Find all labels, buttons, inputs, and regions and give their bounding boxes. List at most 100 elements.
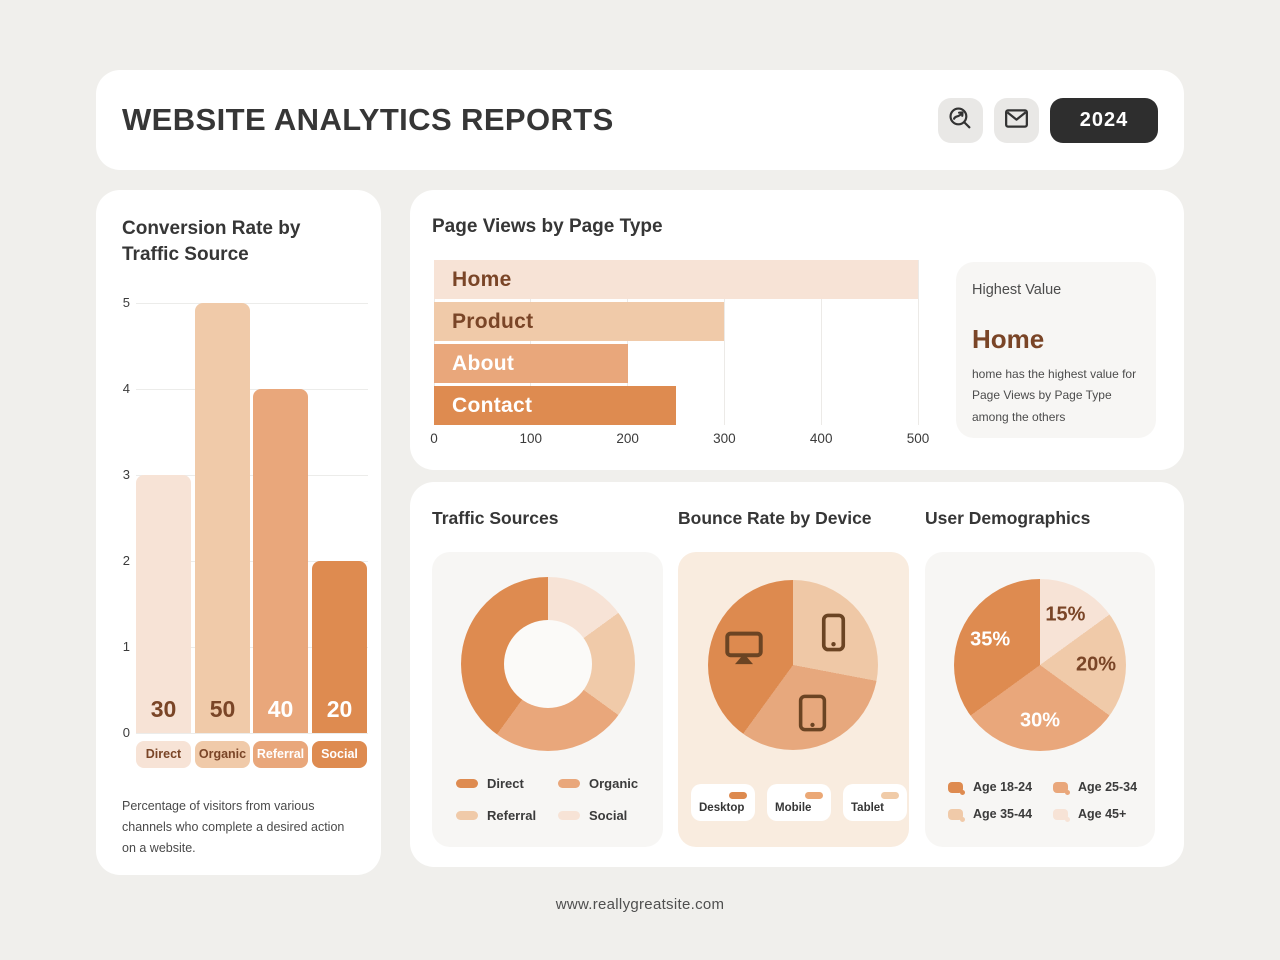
conversion-bar-chart: 0 1 2 3 4 5 30 50 40 20 — [123, 295, 368, 740]
pageviews-bar-label: Product — [452, 309, 534, 333]
legend-swatch-dot — [1065, 789, 1070, 795]
legend-item-age-45: Age 45+ — [1053, 807, 1144, 822]
legend-swatch-desktop — [729, 792, 747, 799]
legend-item-age-25-34: Age 25-34 — [1053, 780, 1144, 795]
category-pill-referral: Referral — [253, 741, 308, 768]
y-gridline — [136, 302, 368, 304]
legend-label: Age 18-24 — [973, 780, 1033, 794]
bounce-rate-card: Desktop Mobile Tablet — [678, 552, 909, 847]
y-gridline — [136, 646, 368, 648]
pie-percent-label-age-25-34: 30% — [1019, 709, 1061, 732]
legend-swatch-age-18-24 — [948, 781, 965, 795]
tablet-icon — [791, 694, 833, 737]
x-axis-label: 0 — [430, 431, 438, 446]
x-gridline — [433, 260, 435, 425]
legend-label: Referral — [487, 808, 537, 823]
trend-search-button[interactable] — [938, 97, 983, 143]
conversion-panel: Conversion Rate by Traffic Source 0 1 2 3 4 5… — [96, 190, 381, 875]
bounce-rate-pie — [708, 580, 878, 750]
bar-value-label: 40 — [267, 696, 294, 722]
x-gridline — [627, 260, 629, 425]
legend-swatch-age-35-44 — [948, 808, 965, 822]
legend-swatch-social — [558, 811, 580, 820]
website-url: www.reallygreatsite.com — [555, 896, 725, 913]
x-axis-label: 400 — [809, 431, 833, 446]
y-gridline — [136, 388, 368, 390]
bar-value-label: 20 — [326, 696, 353, 722]
conversion-bar-social: 20 — [312, 561, 367, 733]
x-gridline — [917, 260, 919, 425]
demographics-title: User Demographics — [925, 508, 1091, 528]
conversion-bar-referral: 40 — [253, 389, 308, 733]
legend-item-referral: Referral — [456, 808, 558, 823]
device-legend-card-desktop: Desktop — [691, 784, 755, 821]
demographics-card: 15% 20% 30% 35% Age 18-24 Age 25-34 Age 35-44 A… — [925, 552, 1155, 847]
legend-label: Desktop — [699, 802, 745, 814]
bar-value-label: 30 — [150, 696, 177, 722]
mail-button[interactable] — [994, 97, 1039, 143]
y-axis-label: 4 — [122, 381, 130, 396]
category-pill-direct: Direct — [136, 741, 191, 768]
legend-item-organic: Organic — [558, 776, 646, 791]
x-gridline — [723, 260, 725, 425]
legend-label: Tablet — [851, 802, 885, 814]
y-axis-label: 2 — [122, 553, 130, 568]
demographics-legend: Age 18-24 Age 25-34 Age 35-44 Age 45+ — [948, 780, 1144, 822]
traffic-sources-legend: Direct Organic Referral Social — [456, 776, 646, 823]
legend-label: Age 25-34 — [1078, 780, 1138, 794]
legend-item-age-18-24: Age 18-24 — [948, 780, 1053, 795]
legend-swatch-direct — [456, 779, 478, 788]
bounce-rate-title: Bounce Rate by Device — [678, 508, 872, 528]
pageviews-bar-chart: 0 100 200 300 400 500 Home Product About Contact — [430, 260, 929, 446]
year-badge[interactable]: 2024 — [1050, 97, 1158, 143]
y-axis-label: 1 — [122, 639, 130, 654]
demographics-pie: 15% 20% 30% 35% — [954, 579, 1126, 751]
legend-swatch-mobile — [805, 792, 823, 799]
pageviews-bar-label: About — [452, 351, 515, 375]
x-axis-label: 100 — [519, 431, 543, 446]
legend-label: Mobile — [775, 802, 812, 814]
pageviews-bar-label: Home — [452, 267, 512, 291]
pageviews-panel: Page Views by Page Type 0 100 200 300 400 500… — [410, 190, 1184, 470]
traffic-sources-donut — [461, 577, 635, 751]
category-pill-organic: Organic — [195, 741, 250, 768]
legend-item-age-35-44: Age 35-44 — [948, 807, 1053, 822]
pageviews-bar-contact: Contact — [434, 386, 676, 425]
legend-swatch-dot — [960, 789, 965, 795]
desktop-icon — [723, 630, 765, 671]
device-legend-card-tablet: Tablet — [843, 784, 907, 821]
legend-item-direct: Direct — [456, 776, 558, 791]
trend-search-icon — [947, 105, 974, 135]
legend-label: Age 35-44 — [973, 807, 1033, 821]
conversion-category-pills: Direct Organic Referral Social — [136, 741, 368, 768]
traffic-sources-card: Direct Organic Referral Social — [432, 552, 663, 847]
legend-label: Direct — [487, 776, 524, 791]
legend-label: Organic — [589, 776, 639, 791]
pageviews-bar-home: Home — [434, 260, 918, 299]
x-gridline — [530, 260, 532, 425]
smartphone-icon — [812, 613, 854, 657]
highest-value-card: Highest Value Home home has the highest … — [956, 262, 1156, 438]
device-legend-card-mobile: Mobile — [767, 784, 831, 821]
pageviews-bar-product: Product — [434, 302, 725, 341]
mail-icon — [1003, 105, 1030, 135]
legend-item-social: Social — [558, 808, 646, 823]
legend-label: Age 45+ — [1078, 807, 1127, 821]
category-pill-social: Social — [312, 741, 367, 768]
x-gridline — [820, 260, 822, 425]
pageviews-title: Page Views by Page Type — [432, 216, 663, 237]
pageviews-bar-label: Contact — [452, 393, 533, 417]
pie-percent-label-age-45: 15% — [1045, 603, 1086, 626]
donut-hole — [504, 620, 592, 708]
highest-value-text: Home — [972, 324, 1045, 354]
legend-label: Social — [589, 808, 628, 823]
page-title: WEBSITE ANALYTICS REPORTS — [122, 102, 614, 137]
x-axis-label: 200 — [616, 431, 639, 446]
legend-swatch-age-25-34 — [1053, 781, 1070, 795]
pie-percent-label-age-35-44: 20% — [1075, 653, 1117, 676]
conversion-bar-organic: 50 — [195, 303, 250, 733]
pageviews-bar-about: About — [434, 344, 628, 383]
highest-value-description: home has the highest value for Page View… — [972, 367, 1137, 424]
bar-value-label: 50 — [209, 696, 236, 722]
